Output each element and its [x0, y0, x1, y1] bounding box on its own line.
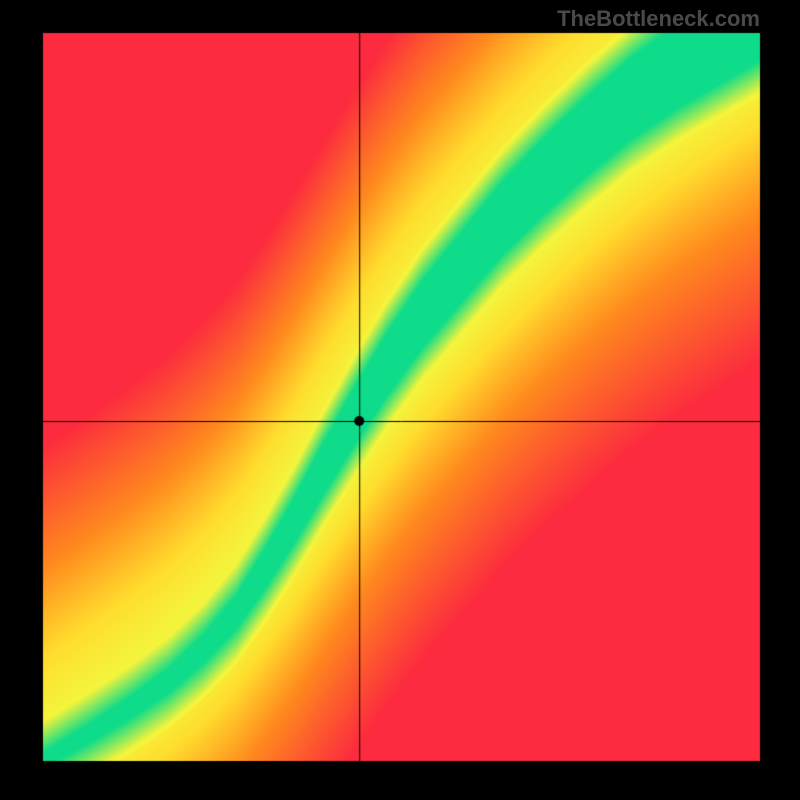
- heatmap-canvas: [0, 0, 800, 800]
- chart-container: TheBottleneck.com: [0, 0, 800, 800]
- watermark-text: TheBottleneck.com: [557, 6, 760, 32]
